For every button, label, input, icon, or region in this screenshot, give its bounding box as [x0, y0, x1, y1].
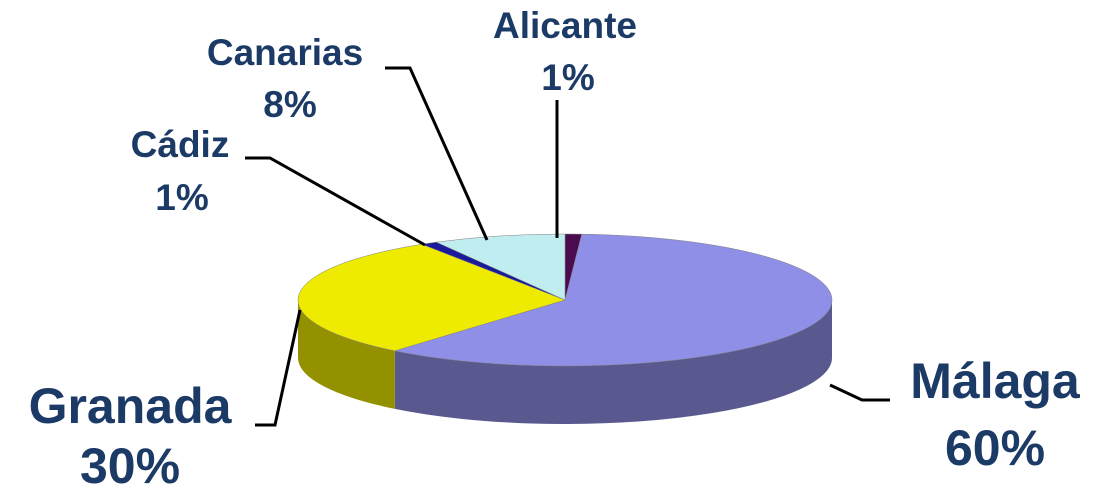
leader-line [385, 66, 489, 241]
slice [394, 233, 833, 367]
category-label: Cádiz [131, 124, 230, 165]
slice [435, 233, 566, 301]
leader-line [829, 383, 890, 402]
leader-line [245, 156, 426, 247]
category-label: Canarias [207, 32, 363, 73]
slice [297, 244, 566, 352]
slice-side [298, 300, 395, 409]
category-label: Alicante [493, 5, 637, 46]
category-label: Málaga [910, 353, 1081, 409]
value-label: 8% [263, 84, 316, 125]
value-label: 1% [155, 177, 208, 218]
value-label: 30% [80, 438, 180, 494]
value-label: 60% [945, 420, 1045, 476]
slice-side [394, 300, 832, 424]
leader-line [255, 309, 302, 427]
category-label: Granada [29, 378, 233, 434]
pie [297, 233, 833, 424]
value-label: 1% [541, 57, 594, 98]
